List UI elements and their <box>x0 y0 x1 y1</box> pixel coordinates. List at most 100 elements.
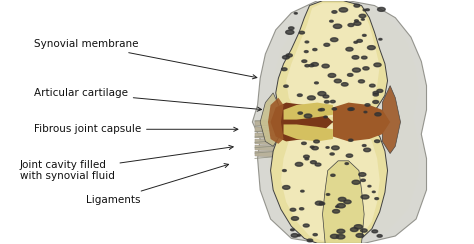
Circle shape <box>375 198 379 200</box>
Circle shape <box>348 23 354 27</box>
Polygon shape <box>255 133 281 139</box>
Circle shape <box>370 84 375 87</box>
Circle shape <box>315 82 319 84</box>
Circle shape <box>326 193 330 195</box>
Circle shape <box>305 158 309 160</box>
Circle shape <box>309 64 314 67</box>
Circle shape <box>345 163 348 164</box>
Text: Joint cavity filled
with synovial fluid: Joint cavity filled with synovial fluid <box>19 145 233 181</box>
Circle shape <box>377 89 383 92</box>
Circle shape <box>319 202 325 205</box>
Polygon shape <box>383 86 401 153</box>
Circle shape <box>330 38 338 41</box>
Circle shape <box>290 208 296 211</box>
Text: Articular cartilage: Articular cartilage <box>34 88 262 111</box>
Circle shape <box>337 229 345 233</box>
Circle shape <box>301 190 304 192</box>
Circle shape <box>359 14 366 18</box>
Circle shape <box>374 140 380 142</box>
Circle shape <box>368 185 371 187</box>
Circle shape <box>283 185 290 189</box>
Circle shape <box>310 146 314 148</box>
Circle shape <box>352 180 360 184</box>
Circle shape <box>332 108 337 110</box>
Circle shape <box>379 39 382 40</box>
Circle shape <box>298 112 302 114</box>
Circle shape <box>373 101 379 103</box>
Circle shape <box>283 170 286 172</box>
Circle shape <box>311 62 319 66</box>
Circle shape <box>304 155 309 158</box>
Circle shape <box>283 56 289 59</box>
Circle shape <box>286 54 292 57</box>
Circle shape <box>308 96 315 100</box>
Circle shape <box>330 100 335 103</box>
Polygon shape <box>268 98 283 144</box>
Polygon shape <box>252 1 427 243</box>
Circle shape <box>282 68 287 71</box>
Circle shape <box>344 200 351 204</box>
Circle shape <box>348 139 353 141</box>
Circle shape <box>304 114 312 118</box>
Circle shape <box>363 9 366 11</box>
Circle shape <box>359 173 366 176</box>
Circle shape <box>336 206 338 207</box>
Polygon shape <box>333 102 390 142</box>
Circle shape <box>289 27 294 30</box>
Circle shape <box>304 51 308 52</box>
Circle shape <box>324 116 327 118</box>
Text: Fibrous joint capsule: Fibrous joint capsule <box>34 124 238 134</box>
Text: Ligaments: Ligaments <box>86 163 228 205</box>
Polygon shape <box>260 93 281 146</box>
Circle shape <box>346 47 353 51</box>
Polygon shape <box>322 161 364 243</box>
Polygon shape <box>286 3 380 117</box>
Circle shape <box>315 163 321 166</box>
Circle shape <box>326 147 329 148</box>
Circle shape <box>322 64 329 68</box>
Circle shape <box>286 30 294 34</box>
Polygon shape <box>283 102 333 120</box>
Circle shape <box>328 73 336 77</box>
Circle shape <box>292 217 299 220</box>
Circle shape <box>313 49 317 51</box>
Polygon shape <box>265 6 419 241</box>
Circle shape <box>356 234 364 237</box>
Polygon shape <box>271 122 388 243</box>
Circle shape <box>337 203 345 208</box>
Circle shape <box>354 22 361 25</box>
Circle shape <box>330 153 334 155</box>
Circle shape <box>361 179 365 182</box>
Circle shape <box>354 4 360 7</box>
Circle shape <box>333 210 339 213</box>
Circle shape <box>320 109 324 111</box>
Circle shape <box>318 92 326 96</box>
Circle shape <box>319 109 322 111</box>
Circle shape <box>373 92 378 94</box>
Circle shape <box>294 12 297 14</box>
Circle shape <box>377 234 382 237</box>
Circle shape <box>354 225 363 229</box>
Circle shape <box>299 31 304 34</box>
Circle shape <box>361 229 367 232</box>
Circle shape <box>329 20 333 22</box>
Circle shape <box>353 68 360 72</box>
Circle shape <box>298 234 301 236</box>
Circle shape <box>313 234 317 236</box>
Circle shape <box>372 230 378 233</box>
Circle shape <box>332 146 339 150</box>
Circle shape <box>346 154 353 157</box>
Circle shape <box>373 93 378 96</box>
Circle shape <box>305 41 309 43</box>
Circle shape <box>315 201 323 205</box>
Circle shape <box>330 234 338 238</box>
Circle shape <box>350 228 358 232</box>
Circle shape <box>362 145 366 146</box>
Circle shape <box>291 234 298 237</box>
Circle shape <box>284 85 288 87</box>
Circle shape <box>339 8 347 12</box>
Circle shape <box>297 94 302 96</box>
Polygon shape <box>255 127 281 133</box>
Circle shape <box>364 111 367 113</box>
Circle shape <box>366 9 369 11</box>
